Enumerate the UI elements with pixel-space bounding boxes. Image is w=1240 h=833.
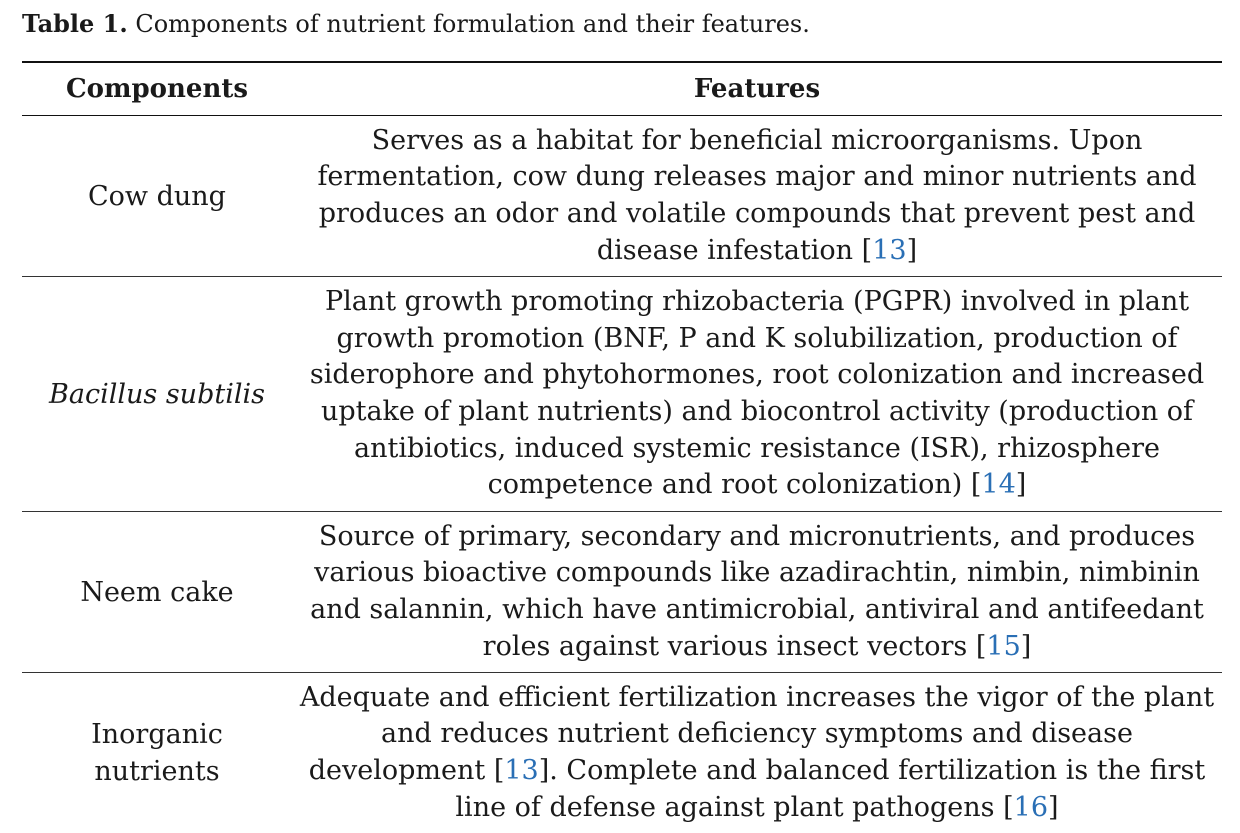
line-text: roles against various insect vectors [: [482, 630, 987, 662]
feature-line: siderophore and phytohormones, root colo…: [309, 359, 1205, 391]
line-text: ]: [1020, 630, 1032, 662]
citation-link[interactable]: 15: [986, 630, 1021, 662]
features-cell: Serves as a habitat for beneficial micro…: [292, 123, 1222, 270]
line-text: disease infestation [: [596, 234, 873, 266]
table-row: Bacillus subtilis Plant growth promoting…: [22, 277, 1222, 512]
citation-link[interactable]: 16: [1013, 791, 1049, 823]
feature-line: Source of primary, secondary and micronu…: [318, 520, 1196, 552]
header-features: Features: [693, 73, 821, 104]
line-text: ]: [1048, 791, 1059, 823]
feature-line: disease infestation [13]: [292, 233, 1222, 270]
caption-label: Table 1.: [22, 9, 128, 38]
header-components: Components: [65, 73, 249, 104]
feature-line: and salannin, which have antimicrobial, …: [310, 594, 1204, 625]
table-row: Cow dung Serves as a habitat for benefic…: [22, 116, 1222, 277]
feature-line: and reduces nutrient deficiency symptoms…: [381, 718, 1133, 750]
feature-line: antibiotics, induced systemic resistance…: [354, 432, 1160, 464]
line-text: ]: [906, 234, 918, 266]
components-table: Components Features Cow dung Serves as a…: [22, 61, 1222, 833]
table-row: Inorganic nutrients Adequate and efficie…: [22, 673, 1222, 833]
citation-link[interactable]: 13: [504, 755, 539, 786]
features-cell: Adequate and efficient fertilization inc…: [292, 680, 1222, 827]
citation-link[interactable]: 14: [981, 469, 1016, 501]
line-text: ]. Complete and balanced fertilization i…: [538, 755, 1206, 786]
table-header-row: Components Features: [22, 63, 1222, 116]
component-line: Inorganic: [91, 719, 223, 750]
table-top-rule: [22, 61, 1222, 63]
line-text: competence and root colonization) [: [487, 469, 982, 501]
feature-line: growth promotion (BNF, P and K solubiliz…: [336, 322, 1178, 354]
feature-line: development [13]. Complete and balanced …: [292, 753, 1222, 790]
component-cell: Neem cake: [80, 576, 234, 608]
feature-line: produces an odor and volatile compounds …: [318, 198, 1196, 229]
feature-line: Plant growth promoting rhizobacteria (PG…: [324, 285, 1190, 317]
feature-line: roles against various insect vectors [15…: [292, 629, 1222, 666]
line-text: development [: [308, 755, 505, 786]
citation-link[interactable]: 13: [872, 234, 907, 266]
feature-line: line of defense against plant pathogens …: [292, 790, 1222, 827]
component-cell: Bacillus subtilis: [49, 378, 265, 410]
line-text: ]: [1015, 469, 1027, 501]
table-caption: Table 1. Components of nutrient formulat…: [22, 8, 810, 40]
feature-line: Serves as a habitat for beneficial micro…: [371, 124, 1143, 156]
feature-line: competence and root colonization) [14]: [292, 467, 1222, 504]
line-text: line of defense against plant pathogens …: [455, 791, 1014, 823]
features-cell: Plant growth promoting rhizobacteria (PG…: [292, 284, 1222, 504]
feature-line: uptake of plant nutrients) and biocontro…: [320, 396, 1194, 427]
component-cell: Cow dung: [88, 180, 226, 212]
features-cell: Source of primary, secondary and micronu…: [292, 519, 1222, 666]
caption-text: Components of nutrient formulation and t…: [127, 10, 810, 38]
component-cell: Inorganic nutrients: [22, 716, 292, 790]
component-line: nutrients: [94, 756, 220, 787]
feature-line: Adequate and efficient fertilization inc…: [299, 681, 1215, 713]
feature-line: fermentation, cow dung releases major an…: [317, 161, 1197, 193]
table-row: Neem cake Source of primary, secondary a…: [22, 512, 1222, 673]
feature-line: various bioactive compounds like azadira…: [314, 557, 1200, 589]
